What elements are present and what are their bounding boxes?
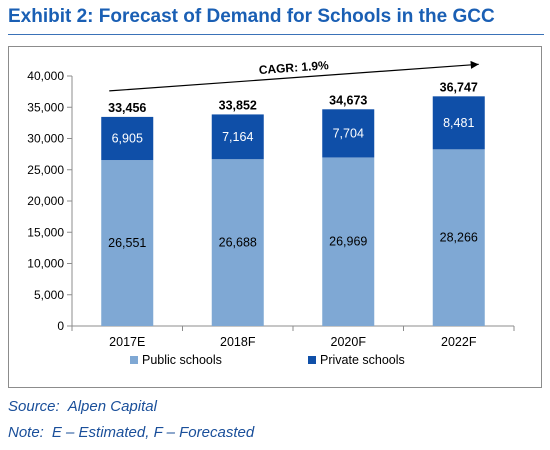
- bar-private-schools: [101, 116, 154, 161]
- data-label-private: 7,164: [222, 130, 253, 144]
- source-footnote: Source: Alpen Capital: [8, 398, 157, 415]
- x-tick-label: 2022F: [441, 335, 477, 349]
- cagr-arrow-line: [109, 63, 479, 92]
- legend-swatch-private: [308, 356, 316, 364]
- exhibit-title: Exhibit 2: Forecast of Demand for School…: [8, 6, 495, 27]
- data-label-public: 26,551: [108, 236, 146, 250]
- legend-label-private: Private schools: [320, 353, 405, 367]
- y-tick-label: 25,000: [27, 163, 64, 177]
- y-tick-label: 30,000: [27, 132, 64, 146]
- y-tick-label: 5,000: [34, 288, 64, 302]
- bar-public-schools: [101, 160, 154, 326]
- data-label-total: 33,456: [108, 101, 146, 115]
- data-label-public: 26,688: [219, 236, 257, 250]
- data-label-private: 8,481: [443, 116, 474, 130]
- source-label: Source:: [8, 398, 60, 415]
- y-tick-label: 35,000: [27, 100, 64, 114]
- cagr-annotation: CAGR: 1.9%: [258, 58, 329, 77]
- bar-public-schools: [432, 149, 485, 326]
- data-label-total: 33,852: [219, 98, 257, 112]
- data-label-private: 6,905: [112, 131, 143, 145]
- note-label: Note:: [8, 424, 44, 441]
- bar-public-schools: [322, 157, 375, 326]
- note-text: E – Estimated, F – Forecasted: [51, 424, 255, 441]
- demand-forecast-chart: 0 5,000 10,000 15,000 20,000 25,000 30,000 35,0…: [27, 58, 515, 367]
- y-tick-label: 10,000: [27, 257, 64, 271]
- x-tick-label: 2020F: [331, 335, 367, 349]
- y-tick-label: 40,000: [27, 69, 64, 83]
- legend-swatch-public: [130, 356, 138, 364]
- source-text: Alpen Capital: [67, 398, 157, 415]
- data-label-private: 7,704: [333, 126, 364, 140]
- data-label-total: 36,747: [440, 80, 478, 94]
- note-footnote: Note: E – Estimated, F – Forecasted: [8, 424, 254, 441]
- data-label-public: 26,969: [329, 235, 367, 249]
- y-tick-label: 20,000: [27, 194, 64, 208]
- bar-public-schools: [211, 159, 264, 326]
- x-tick-label: 2017E: [109, 335, 145, 349]
- title-divider: [8, 34, 544, 35]
- data-label-total: 34,673: [329, 93, 367, 107]
- cagr-arrow-head: [470, 60, 479, 69]
- data-label-public: 28,266: [440, 231, 478, 245]
- legend-label-public: Public schools: [142, 353, 222, 367]
- bar-private-schools: [211, 114, 264, 160]
- y-tick-label: 15,000: [27, 225, 64, 239]
- y-tick-label: 0: [57, 319, 64, 333]
- x-tick-label: 2018F: [220, 335, 256, 349]
- bar-private-schools: [432, 96, 485, 150]
- bar-private-schools: [322, 109, 375, 158]
